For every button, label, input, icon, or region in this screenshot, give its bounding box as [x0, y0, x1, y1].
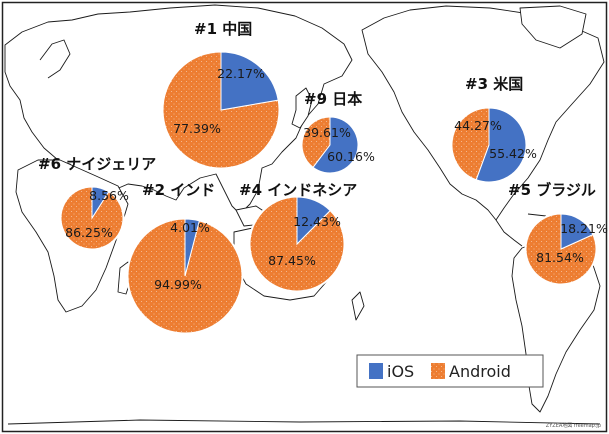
slice-ios-usa — [475, 107, 527, 183]
data-label-ios-india: 4.01% — [170, 220, 210, 235]
slice-ios-japan — [312, 116, 359, 174]
legend-swatch-android-dots — [431, 363, 445, 379]
island-japan — [291, 87, 313, 129]
legend-box — [356, 354, 544, 388]
pie-title-nigeria: #6 ナイジェリア — [38, 155, 156, 173]
pie-brazil: #5 ブラジル 18.21% 81.54% — [508, 181, 608, 286]
data-label-android-brazil: 81.54% — [536, 250, 584, 265]
slice-ios-indonesia — [296, 196, 331, 246]
data-label-ios-china: 22.17% — [217, 66, 265, 81]
map-credit: ZYZEA地図 freemap.jp — [546, 422, 601, 429]
pie-indonesia: #4 インドネシア 12.43% 87.45% — [239, 181, 357, 293]
island-greenland — [519, 5, 587, 49]
data-label-android-nigeria: 86.25% — [65, 225, 113, 240]
data-label-android-india: 94.99% — [154, 277, 202, 292]
pie-usa: #3 米国 55.42% 44.27% — [450, 75, 537, 184]
pie-title-usa: #3 米国 — [465, 75, 523, 93]
data-label-android-china: 77.39% — [173, 121, 221, 136]
pie-title-brazil: #5 ブラジル — [508, 181, 596, 199]
data-label-android-indonesia: 87.45% — [268, 253, 316, 268]
pie-title-india: #2 インド — [142, 181, 215, 199]
data-label-ios-brazil: 18.21% — [560, 221, 608, 236]
slice-android-texture-usa — [451, 108, 489, 180]
legend: iOS Android — [356, 354, 544, 388]
slice-ios-brazil — [560, 213, 594, 250]
slice-ios-nigeria — [91, 186, 110, 220]
data-label-ios-nigeria: 8.56% — [89, 188, 129, 203]
island-new-zealand — [351, 291, 365, 321]
legend-swatch-ios — [369, 363, 383, 379]
pie-title-japan: #9 日本 — [304, 90, 362, 108]
pie-title-indonesia: #4 インドネシア — [239, 181, 357, 199]
pie-charts: #1 中国 22.17% 77.39% #9 日本 60.16% 39.61% #3 米国 5… — [38, 20, 608, 335]
pie-nigeria: #6 ナイジェリア 8.56% 86.25% — [38, 155, 156, 251]
antarctica-edge — [7, 419, 601, 425]
data-label-ios-usa: 55.42% — [489, 146, 537, 161]
pie-title-china: #1 中国 — [194, 20, 252, 38]
coast-scandinavia — [39, 39, 71, 79]
data-label-ios-japan: 60.16% — [327, 149, 375, 164]
pie-japan: #9 日本 60.16% 39.61% — [300, 90, 375, 175]
pie-india: #2 インド 4.01% 94.99% — [126, 181, 244, 335]
legend-label-android: Android — [449, 362, 511, 381]
slice-ios-china — [220, 51, 279, 111]
pie-china: #1 中国 22.17% 77.39% — [161, 20, 281, 170]
legend-label-ios: iOS — [387, 362, 414, 381]
data-label-ios-indonesia: 12.43% — [293, 214, 341, 229]
slice-android-texture-japan — [301, 117, 330, 168]
data-label-android-usa: 44.27% — [454, 118, 502, 133]
data-label-android-japan: 39.61% — [303, 125, 351, 140]
slice-ios-india — [184, 218, 200, 277]
